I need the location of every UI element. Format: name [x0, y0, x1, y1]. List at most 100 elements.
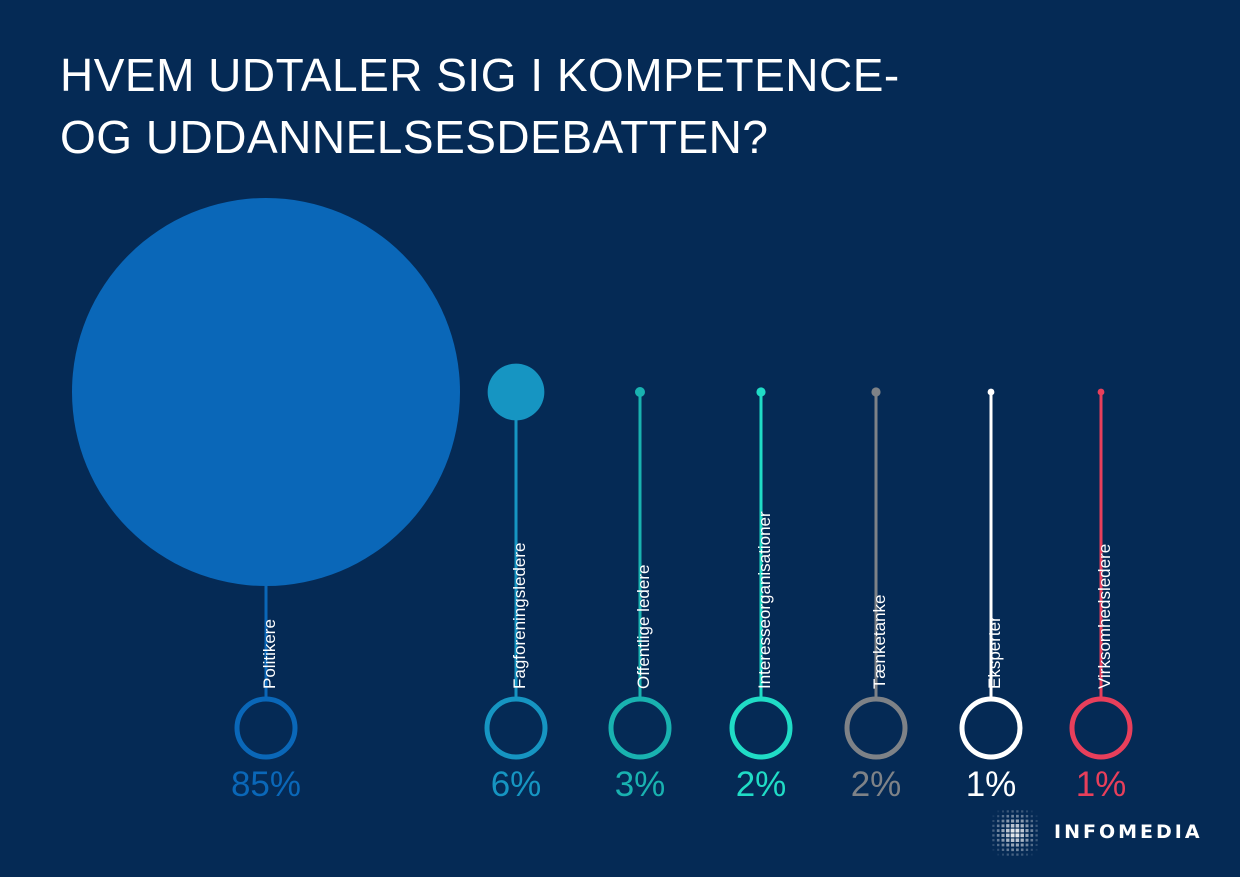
logo-dot [1001, 838, 1005, 842]
category-label-virksomhedsledere: Virksomhedsledere [1095, 544, 1114, 689]
logo-dot [992, 829, 995, 832]
ring-taenketanke [844, 696, 908, 760]
logo-dot [1015, 833, 1020, 838]
logo-dot [1015, 828, 1020, 833]
logo-dot [996, 829, 1000, 832]
logo-dot [1030, 843, 1033, 847]
logo-dot [996, 824, 1000, 828]
infomedia-logo-icon [992, 810, 1038, 856]
logo-dot [1020, 843, 1024, 847]
logo-dot [1035, 839, 1038, 842]
logo-dot [1011, 819, 1015, 823]
logo-dot [992, 848, 995, 851]
logo-dot [1006, 814, 1010, 818]
bubble-interesseorganisationer [756, 387, 766, 397]
bubble-virksomhedsledere [1097, 388, 1105, 396]
logo-dot [1030, 819, 1033, 823]
logo-dot [1020, 814, 1024, 818]
logo-dot [997, 810, 1000, 813]
category-label-taenketanke: Tænketanke [870, 595, 889, 690]
logo-dot [1006, 833, 1010, 838]
logo-dot [1016, 810, 1019, 813]
logo-dot [1015, 824, 1020, 828]
bubble-offentlige-ledere [635, 387, 645, 397]
logo-dot [1010, 833, 1015, 838]
logo-dot [1001, 848, 1005, 851]
title-line-2: OG UDDANNELSESDEBATTEN? [60, 111, 769, 163]
logo-dot [1016, 853, 1019, 856]
logo-dot [1035, 824, 1038, 827]
logo-dot [997, 815, 1000, 818]
logo-dot [1025, 838, 1029, 842]
logo-dot [996, 834, 1000, 837]
category-label-interesseorganisationer: Interesseorganisationer [755, 511, 774, 689]
title-line-1: HVEM UDTALER SIG I KOMPETENCE- [60, 49, 900, 101]
logo-dot [1035, 843, 1038, 847]
brand-logo: INFOMEDIA [988, 806, 1203, 858]
value-label-offentlige-ledere: 3% [615, 765, 666, 804]
ring-interesseorganisationer [729, 696, 793, 760]
category-label-fagforeningsledere: Fagforeningsledere [510, 543, 529, 689]
logo-dot [1001, 824, 1005, 828]
logo-dot [1020, 848, 1024, 852]
logo-dot [992, 843, 995, 847]
logo-dot [997, 843, 1000, 847]
value-label-politikere: 85% [231, 765, 301, 804]
logo-dot [1030, 815, 1033, 818]
logo-dot [1025, 819, 1029, 823]
logo-dot [997, 848, 1000, 851]
bubble-fagforeningsledere [487, 363, 545, 421]
value-label-taenketanke: 2% [851, 765, 902, 804]
bubble-taenketanke [871, 387, 881, 397]
logo-dot [992, 834, 995, 837]
logo-dot [1015, 843, 1019, 847]
logo-dot [1035, 819, 1038, 823]
logo-dot [1006, 853, 1009, 856]
logo-dot [1035, 848, 1038, 851]
logo-dot [1001, 853, 1005, 856]
logo-dot [1035, 815, 1038, 818]
logo-dot [1001, 833, 1005, 837]
logo-dot [1030, 838, 1034, 842]
logo-dot [1011, 843, 1015, 847]
logo-dot [1030, 810, 1033, 813]
logo-dot [1015, 819, 1019, 823]
logo-dot [1016, 848, 1019, 852]
logo-dot [1006, 838, 1010, 842]
page-title: HVEM UDTALER SIG I KOMPETENCE- OG UDDANN… [60, 44, 900, 168]
logo-dot [1025, 824, 1029, 828]
value-label-virksomhedsledere: 1% [1076, 765, 1127, 804]
logo-dot [1006, 819, 1010, 823]
logo-dot [1020, 824, 1024, 828]
logo-dot [1020, 838, 1024, 842]
logo-dot [1030, 829, 1034, 832]
ring-eksperter [959, 696, 1023, 760]
logo-dot [992, 839, 995, 842]
logo-dot [1011, 810, 1014, 813]
logo-dot [1010, 838, 1015, 842]
logo-dot [1035, 834, 1038, 837]
logo-dot [1030, 848, 1033, 851]
logo-dot [1011, 814, 1014, 818]
logo-dot [1001, 819, 1005, 823]
logo-dot [992, 815, 995, 818]
logo-dot [1006, 828, 1010, 833]
logo-dot [1030, 853, 1033, 856]
logo-dot [1001, 843, 1005, 847]
bubble-politikere [72, 198, 460, 586]
logo-dot [1035, 829, 1038, 832]
logo-dot [992, 824, 995, 827]
logo-dot [1006, 824, 1010, 828]
logo-dot [1025, 810, 1029, 813]
logo-dot [1001, 810, 1005, 813]
brand-name: INFOMEDIA [1054, 821, 1203, 843]
logo-dot [1030, 834, 1034, 837]
logo-dot [997, 819, 1000, 823]
logo-dot [1030, 824, 1034, 828]
ring-virksomhedsledere [1069, 696, 1133, 760]
logo-dot [1011, 853, 1014, 856]
value-label-interesseorganisationer: 2% [736, 765, 787, 804]
category-label-offentlige-ledere: Offentlige ledere [634, 565, 653, 689]
